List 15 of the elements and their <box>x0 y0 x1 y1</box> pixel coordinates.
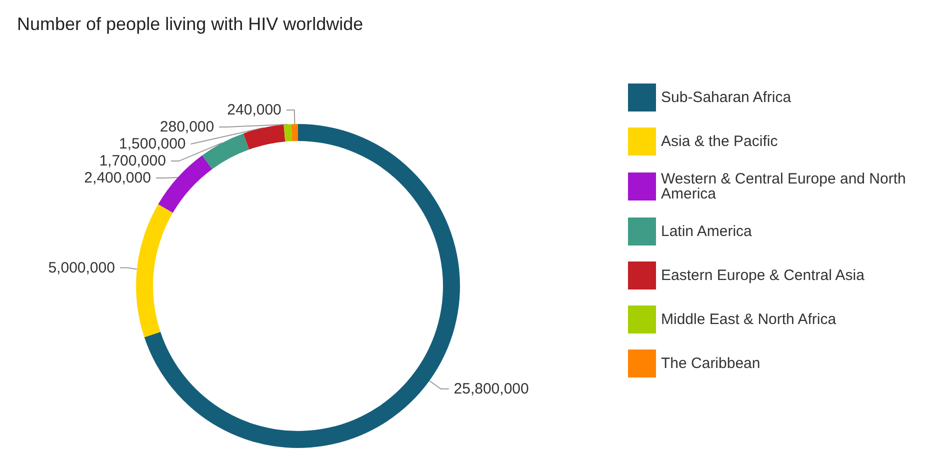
chart-title: Number of people living with HIV worldwide <box>17 14 364 34</box>
data-label: 240,000 <box>227 102 282 119</box>
legend-label: Latin America <box>661 223 753 240</box>
data-label: 2,400,000 <box>84 170 151 187</box>
legend-label: Sub-Saharan Africa <box>661 89 792 106</box>
legend-label: Asia & the Pacific <box>661 133 778 150</box>
data-label: 5,000,000 <box>48 259 115 276</box>
data-label: 1,500,000 <box>119 136 186 153</box>
data-label: 1,700,000 <box>99 152 166 170</box>
legend-label: Middle East & North Africa <box>661 311 837 328</box>
data-label: 280,000 <box>160 118 214 136</box>
legend-label: The Caribbean <box>661 355 760 372</box>
legend-label: Western & Central Europe and North America <box>661 170 910 202</box>
legend-label: Eastern Europe & Central Asia <box>661 267 866 284</box>
data-label: 25,800,000 <box>454 380 529 398</box>
